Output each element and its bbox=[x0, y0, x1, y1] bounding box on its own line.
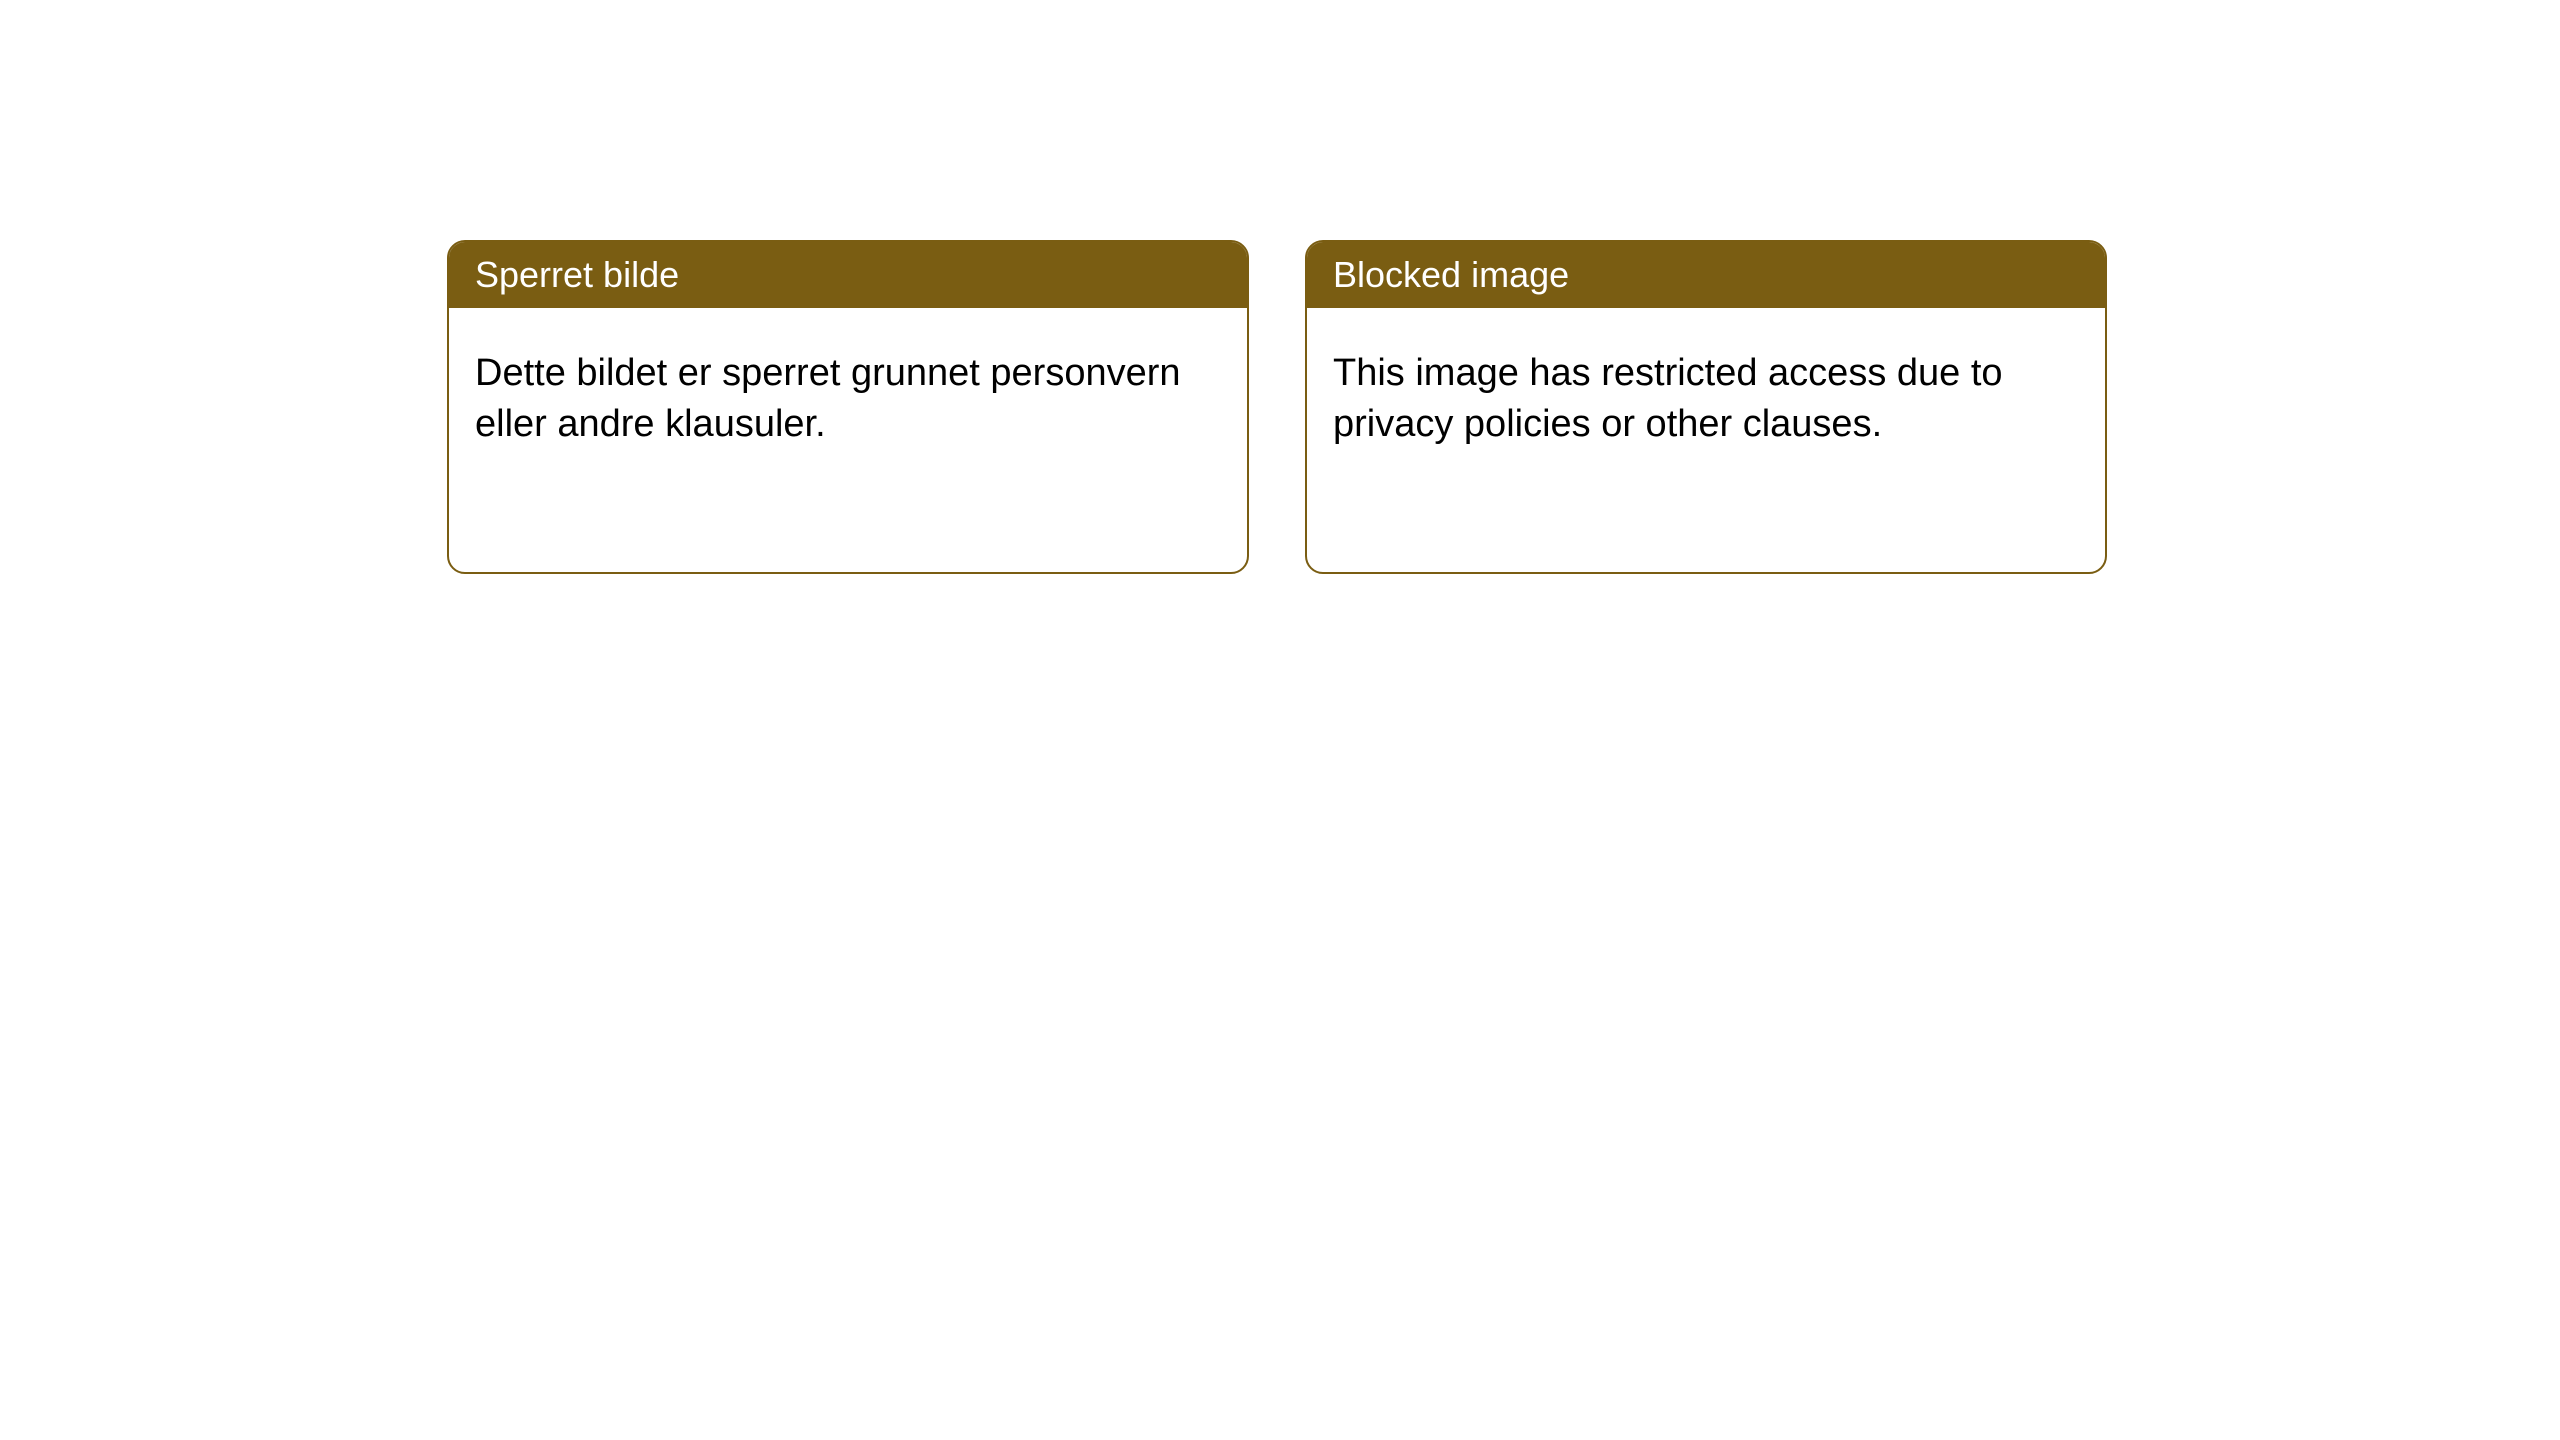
notice-title: Blocked image bbox=[1333, 254, 1569, 295]
notice-container: Sperret bilde Dette bildet er sperret gr… bbox=[0, 0, 2560, 574]
notice-body-text: Dette bildet er sperret grunnet personve… bbox=[475, 352, 1181, 445]
notice-header: Sperret bilde bbox=[449, 242, 1247, 308]
notice-box-norwegian: Sperret bilde Dette bildet er sperret gr… bbox=[447, 240, 1249, 574]
notice-body: Dette bildet er sperret grunnet personve… bbox=[449, 308, 1247, 491]
notice-body-text: This image has restricted access due to … bbox=[1333, 352, 2003, 445]
notice-body: This image has restricted access due to … bbox=[1307, 308, 2105, 491]
notice-title: Sperret bilde bbox=[475, 254, 679, 295]
notice-box-english: Blocked image This image has restricted … bbox=[1305, 240, 2107, 574]
notice-header: Blocked image bbox=[1307, 242, 2105, 308]
